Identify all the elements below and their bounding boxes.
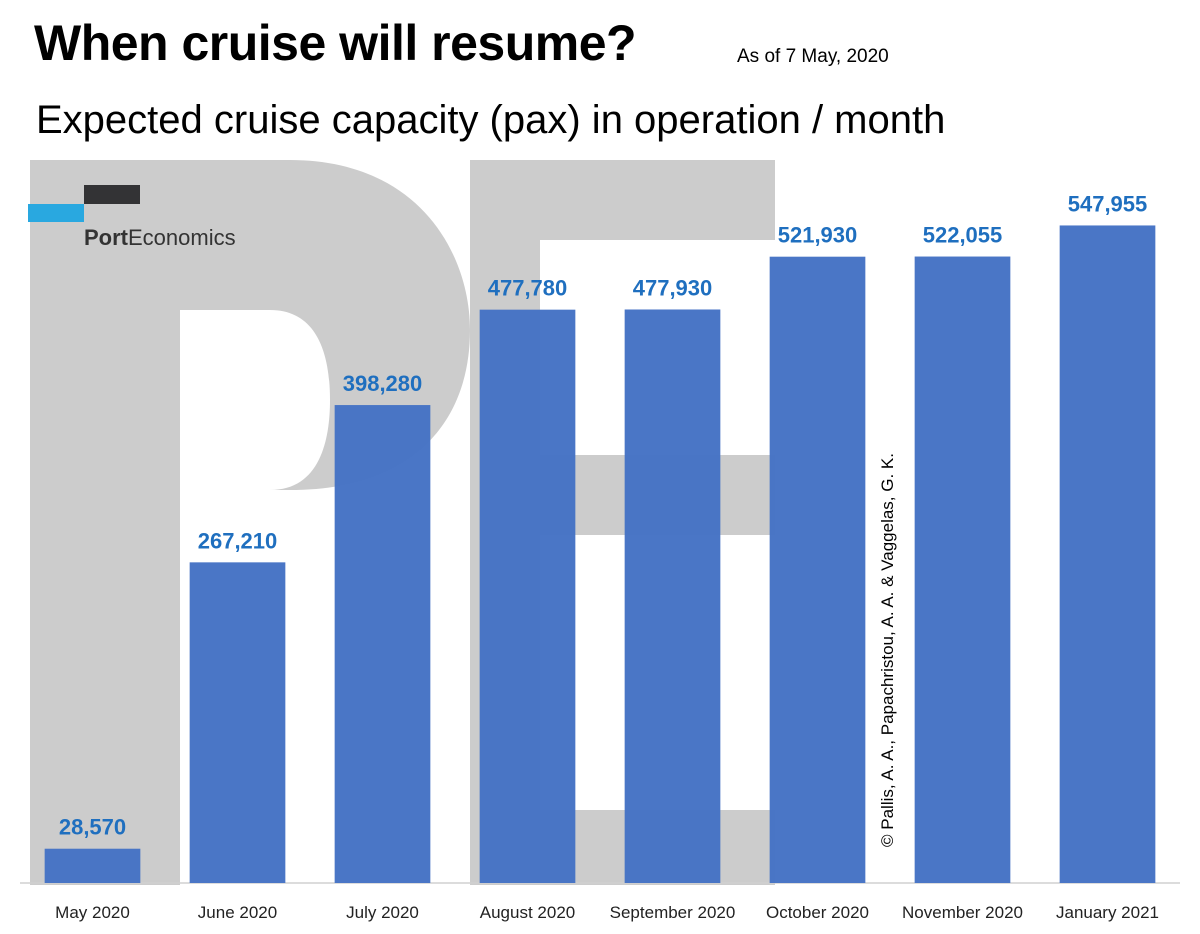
bar-value-label: 522,055 xyxy=(923,223,1003,248)
bar xyxy=(769,256,866,884)
bar xyxy=(334,405,431,883)
bar xyxy=(914,256,1011,883)
x-tick-label: November 2020 xyxy=(902,903,1023,922)
x-tick-label: June 2020 xyxy=(198,903,277,922)
bar-value-label: 267,210 xyxy=(198,528,278,553)
bar xyxy=(479,309,576,883)
chart-title: When cruise will resume? xyxy=(34,15,637,71)
bar xyxy=(1059,225,1156,884)
bar-value-label: 477,780 xyxy=(488,276,568,301)
copyright-note: © Pallis, A. A., Papachristou, A. A. & V… xyxy=(878,453,897,847)
x-tick-label: August 2020 xyxy=(480,903,575,922)
x-tick-label: January 2021 xyxy=(1056,903,1159,922)
bar-value-label: 477,930 xyxy=(633,275,713,300)
logo-mark-dark xyxy=(84,185,140,204)
x-tick-label: May 2020 xyxy=(55,903,130,922)
bar xyxy=(624,309,721,883)
bar-value-label: 398,280 xyxy=(343,371,423,396)
as-of-date: As of 7 May, 2020 xyxy=(737,46,889,67)
x-tick-label: October 2020 xyxy=(766,903,869,922)
bar xyxy=(189,562,286,883)
x-tick-label: September 2020 xyxy=(610,903,736,922)
logo-text-bold: Port xyxy=(84,225,128,250)
x-tick-label: July 2020 xyxy=(346,903,419,922)
logo-mark-blue xyxy=(28,204,84,222)
bar xyxy=(44,848,141,883)
bar-value-label: 547,955 xyxy=(1068,191,1148,216)
port-economics-logo: PortEconomics xyxy=(84,225,236,251)
chart-subtitle: Expected cruise capacity (pax) in operat… xyxy=(36,98,946,142)
bar-value-label: 28,570 xyxy=(59,815,126,840)
logo-text-regular: Economics xyxy=(128,225,236,250)
watermark-letter-e xyxy=(470,160,775,885)
watermark-letter-p xyxy=(30,160,470,885)
bar-value-label: 521,930 xyxy=(778,223,858,248)
